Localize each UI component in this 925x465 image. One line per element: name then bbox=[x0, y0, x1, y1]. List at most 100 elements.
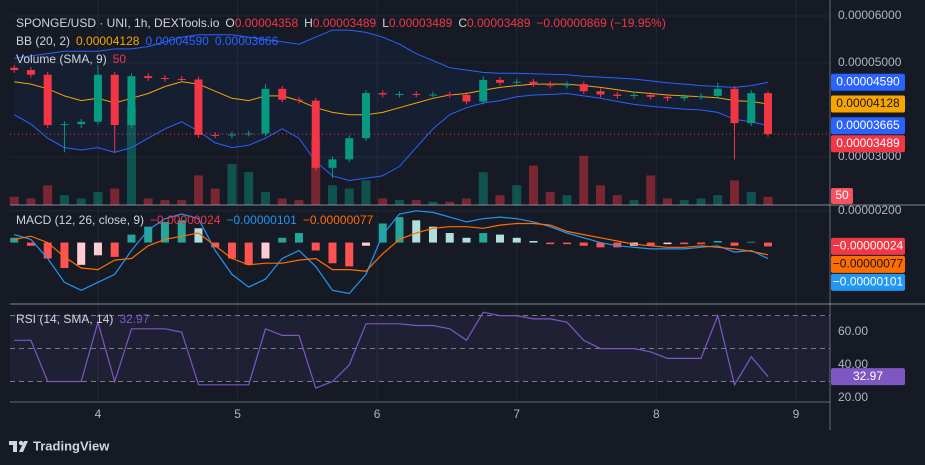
volume-bar bbox=[76, 198, 86, 205]
macd-histogram-bar bbox=[445, 233, 454, 243]
macd-histogram-bar bbox=[127, 234, 136, 243]
y-tick-label: 40.00 bbox=[838, 357, 868, 371]
macd-histogram-bar bbox=[730, 242, 739, 246]
legend-item: 0.00003489 bbox=[389, 16, 453, 30]
candle-body bbox=[127, 76, 136, 126]
macd-histogram-bar bbox=[60, 242, 69, 269]
candle-body bbox=[529, 81, 538, 85]
legend-item: −0.00000101 bbox=[226, 213, 297, 227]
legend-item: −0.00000869 (−19.95%) bbox=[536, 16, 665, 30]
volume-bar bbox=[9, 196, 19, 205]
candle-body bbox=[579, 84, 588, 92]
macd-histogram-bar bbox=[697, 242, 706, 245]
x-tick-label: 9 bbox=[793, 407, 800, 421]
legend-item: L bbox=[382, 16, 389, 30]
volume-bar bbox=[210, 188, 220, 205]
y-tick-label: 60.00 bbox=[838, 324, 868, 338]
candle-body bbox=[10, 67, 19, 71]
candle-body bbox=[697, 95, 706, 97]
candle-body bbox=[479, 79, 488, 102]
volume-bar bbox=[763, 196, 773, 205]
y-tick-label: 20.00 bbox=[838, 390, 868, 404]
macd-histogram-bar bbox=[244, 242, 253, 265]
legend-item: Volume (SMA, 9) bbox=[16, 52, 107, 66]
legend-item: 50 bbox=[113, 52, 127, 66]
x-tick-label: 5 bbox=[234, 407, 241, 421]
macd-histogram-bar bbox=[110, 242, 119, 257]
price-tag-label: −0.00000101 bbox=[833, 275, 904, 289]
macd-histogram-bar bbox=[713, 240, 722, 243]
legend: SPONGE/USD · UNI, 1h, DEXTools.io O0.0000… bbox=[16, 16, 666, 30]
macd-histogram-bar bbox=[747, 241, 756, 243]
candle-body bbox=[194, 79, 203, 135]
candle-body bbox=[462, 94, 471, 102]
macd-histogram-bar bbox=[311, 242, 320, 251]
candle-body bbox=[412, 94, 421, 96]
legend-item: 0.00004128 bbox=[76, 34, 140, 48]
candle-body bbox=[562, 84, 571, 86]
candle-body bbox=[93, 74, 102, 122]
price-tag-label: 0.00004590 bbox=[836, 74, 900, 88]
macd-line bbox=[14, 222, 769, 272]
volume-bar bbox=[428, 201, 438, 205]
legend-item: 32.97 bbox=[119, 312, 149, 326]
macd-histogram-bar bbox=[395, 217, 404, 243]
macd-histogram-bar bbox=[261, 242, 270, 259]
candle-body bbox=[428, 94, 437, 96]
macd-histogram-bar bbox=[546, 242, 555, 245]
brand: TradingView bbox=[33, 438, 110, 453]
legend: MACD (12, 26, close, 9) −0.00000024 −0.000… bbox=[16, 213, 374, 227]
price-tag-label: 0.00004128 bbox=[836, 96, 900, 110]
volume-bar bbox=[59, 195, 69, 205]
price-tag bbox=[831, 95, 905, 113]
volume-tag bbox=[831, 188, 853, 204]
price-tag-label: 0.00003665 bbox=[836, 118, 900, 132]
legend: RSI (14, SMA, 14) 32.97 bbox=[16, 312, 150, 326]
macd-histogram-bar bbox=[562, 242, 571, 245]
x-tick-label: 8 bbox=[653, 407, 660, 421]
macd-histogram-bar bbox=[160, 221, 169, 243]
macd-histogram-bar bbox=[194, 228, 203, 243]
volume-bar bbox=[445, 201, 455, 205]
candle-body bbox=[512, 81, 521, 83]
macd-histogram-bar bbox=[428, 226, 437, 243]
price-tag-label: −0.00000077 bbox=[833, 257, 904, 271]
volume-bar bbox=[227, 163, 237, 205]
candle-body bbox=[495, 79, 504, 83]
legend-item: −0.00000077 bbox=[303, 213, 374, 227]
candle-body bbox=[630, 94, 639, 96]
volume-bar bbox=[294, 200, 304, 205]
macd-histogram-bar bbox=[613, 242, 622, 248]
macd-line bbox=[14, 210, 769, 295]
y-tick-label: 0.00006000 bbox=[838, 8, 902, 22]
y-tick-label: 0.00003000 bbox=[838, 149, 902, 163]
candle-body bbox=[546, 84, 555, 86]
macd-histogram-bar bbox=[479, 233, 488, 243]
volume-bar bbox=[713, 195, 723, 205]
macd-histogram-bar bbox=[345, 242, 354, 267]
candle-body bbox=[345, 138, 354, 160]
price-tag bbox=[831, 135, 905, 153]
macd-histogram-bar bbox=[294, 233, 303, 243]
brand-logo bbox=[9, 440, 28, 452]
y-tick-label: 0.00000200 bbox=[838, 203, 902, 217]
macd-histogram-bar bbox=[495, 234, 504, 243]
candle-body bbox=[278, 88, 287, 100]
volume-bar bbox=[378, 198, 388, 205]
volume-bar bbox=[394, 200, 404, 205]
volume-bar bbox=[260, 191, 270, 205]
legend-item: SPONGE/USD · UNI, 1h, DEXTools.io bbox=[16, 16, 220, 30]
legend: BB (20, 2) 0.00004128 0.00004590 0.00003666 bbox=[16, 34, 279, 48]
volume-bar bbox=[126, 106, 136, 205]
volume-tag-label: 50 bbox=[835, 188, 849, 202]
candle-body bbox=[663, 96, 672, 99]
legend-item: RSI (14, SMA, 14) bbox=[16, 312, 113, 326]
bollinger-basis bbox=[14, 81, 769, 116]
volume-bar bbox=[629, 200, 639, 205]
macd-histogram-bar bbox=[278, 237, 287, 243]
volume-bar bbox=[344, 188, 354, 205]
macd-histogram-bar bbox=[227, 242, 236, 259]
price-tag bbox=[831, 117, 905, 135]
